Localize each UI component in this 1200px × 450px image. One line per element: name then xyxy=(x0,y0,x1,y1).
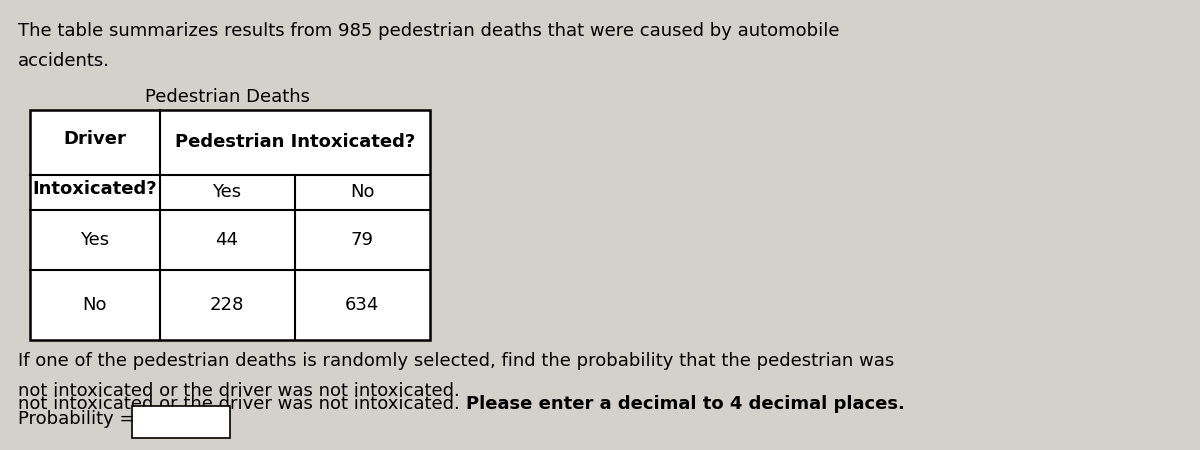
Text: 79: 79 xyxy=(350,231,373,249)
Text: Pedestrian Deaths: Pedestrian Deaths xyxy=(145,88,310,106)
Text: 228: 228 xyxy=(210,296,244,314)
Text: Driver: Driver xyxy=(64,130,126,148)
Text: not intoxicated or the driver was not intoxicated.: not intoxicated or the driver was not in… xyxy=(18,382,466,400)
Text: Yes: Yes xyxy=(212,183,241,201)
Text: Probability =: Probability = xyxy=(18,410,134,428)
Text: No: No xyxy=(83,296,107,314)
Text: Yes: Yes xyxy=(80,231,109,249)
Text: Please enter a decimal to 4 decimal places.: Please enter a decimal to 4 decimal plac… xyxy=(466,395,905,413)
Text: Pedestrian Intoxicated?: Pedestrian Intoxicated? xyxy=(175,133,415,151)
Text: If one of the pedestrian deaths is randomly selected, find the probability that : If one of the pedestrian deaths is rando… xyxy=(18,352,894,370)
Text: accidents.: accidents. xyxy=(18,52,110,70)
Text: not intoxicated or the driver was not intoxicated.: not intoxicated or the driver was not in… xyxy=(18,395,466,413)
Text: No: No xyxy=(349,183,374,201)
Text: Intoxicated?: Intoxicated? xyxy=(32,180,157,198)
Text: The table summarizes results from 985 pedestrian deaths that were caused by auto: The table summarizes results from 985 pe… xyxy=(18,22,840,40)
Text: 634: 634 xyxy=(344,296,379,314)
Text: 44: 44 xyxy=(216,231,239,249)
